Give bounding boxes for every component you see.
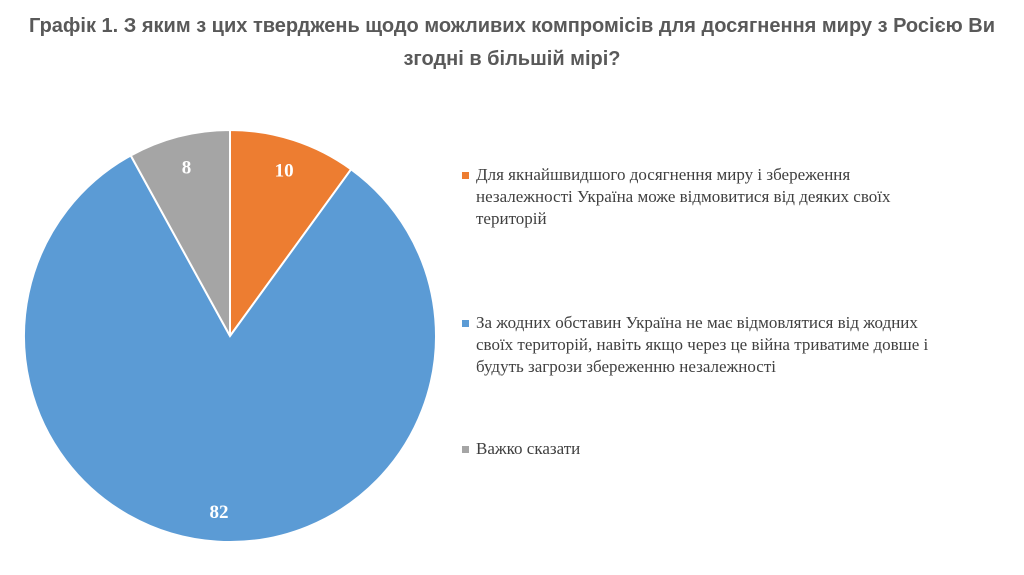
pie-slice-2 [129,128,231,337]
legend-swatch-orange [462,172,469,179]
slice-data-label-2: 8 [182,157,192,178]
pie-slice-1 [23,154,437,543]
legend-item-gray: Важко сказати [462,438,932,460]
slice-data-label-0: 10 [275,160,294,181]
legend: Для якнайшвидшого досягнення миру і збер… [462,164,932,460]
legend-label: Для якнайшвидшого досягнення миру і збер… [476,165,891,228]
chart-title: Графік 1. З яким з цих тверджень щодо мо… [29,15,995,70]
legend-item-orange: Для якнайшвидшого досягнення миру і збер… [462,164,932,230]
slice-data-label-1: 82 [210,502,229,523]
pie-slice-0 [229,128,353,340]
legend-label: Важко сказати [476,439,581,458]
legend-label: За жодних обставин Україна не має відмов… [476,313,929,376]
legend-swatch-blue [462,320,469,327]
legend-item-blue: За жодних обставин Україна не має відмов… [462,312,932,378]
legend-swatch-gray [462,446,469,453]
